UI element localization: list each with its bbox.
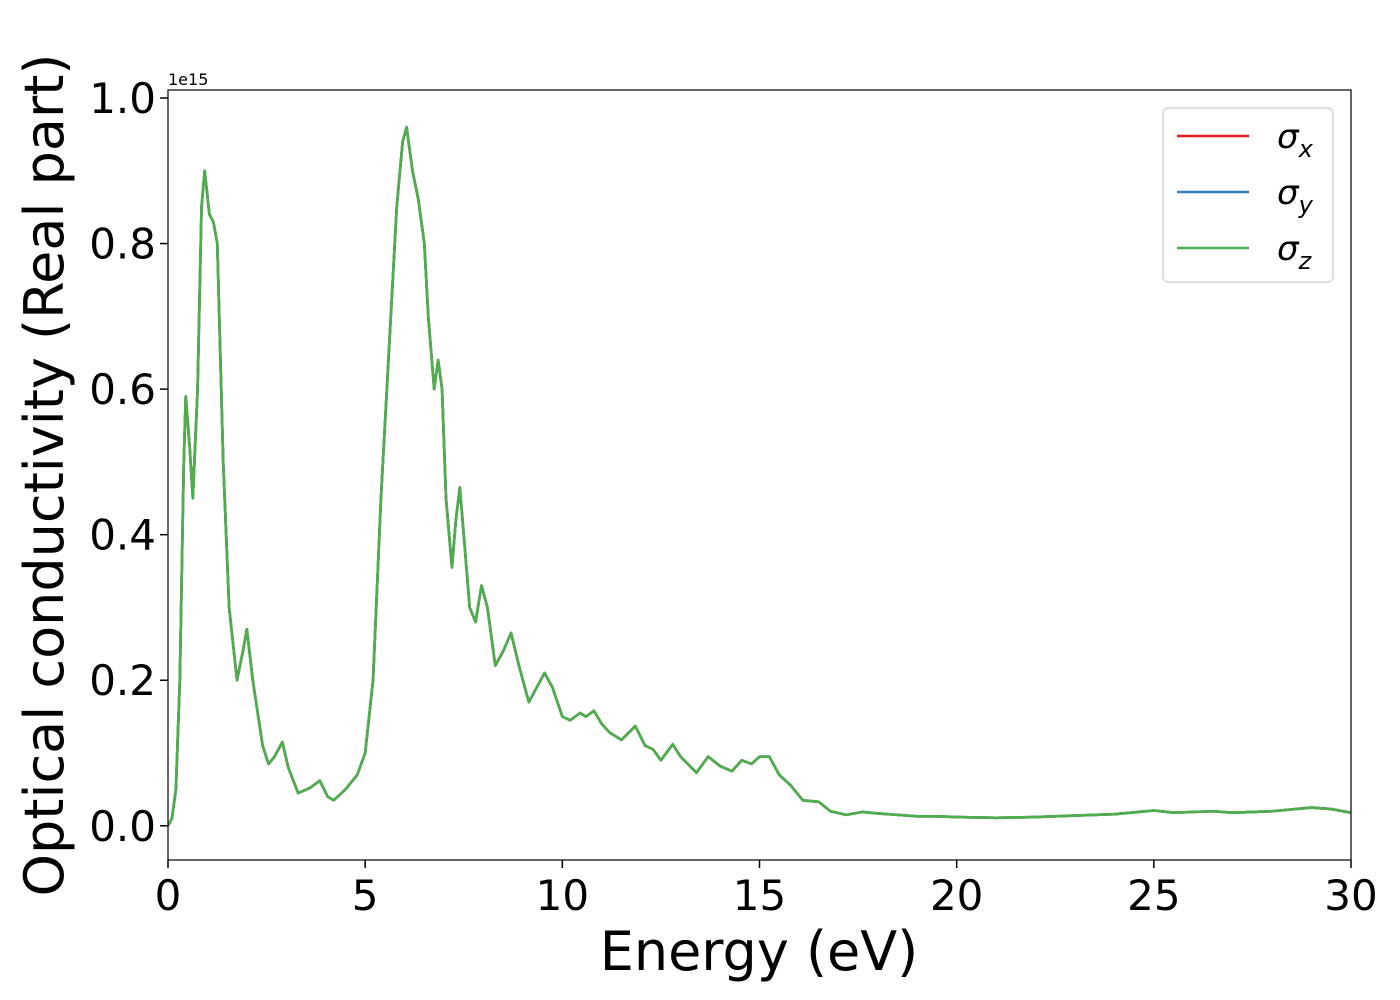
y-tick-label: 1.0 <box>89 74 156 123</box>
x-tick-label: 25 <box>1127 871 1180 920</box>
x-axis-label: Energy (eV) <box>600 920 919 983</box>
y-axis-label: Optical conductivity (Real part) <box>13 54 76 897</box>
plot-frame <box>167 89 1352 861</box>
y-tick-label: 0.4 <box>89 511 156 560</box>
y-tick-label: 0.2 <box>89 656 156 705</box>
x-tick-label: 10 <box>536 871 589 920</box>
series-line <box>168 125 1351 827</box>
legend-label: σy <box>1277 173 1314 219</box>
legend-box <box>1162 107 1334 283</box>
y-tick-label: 0.0 <box>89 802 156 851</box>
legend-label: σx <box>1277 117 1314 163</box>
x-tick-label: 30 <box>1324 871 1377 920</box>
y-offset-label: 1e15 <box>168 70 208 89</box>
y-tick-label: 0.6 <box>89 365 156 414</box>
x-tick-label: 20 <box>930 871 983 920</box>
x-tick-label: 0 <box>155 871 182 920</box>
x-tick-label: 5 <box>352 871 379 920</box>
y-tick-label: 0.8 <box>89 220 156 269</box>
legend-label: σz <box>1277 229 1313 275</box>
x-tick-label: 15 <box>733 871 786 920</box>
